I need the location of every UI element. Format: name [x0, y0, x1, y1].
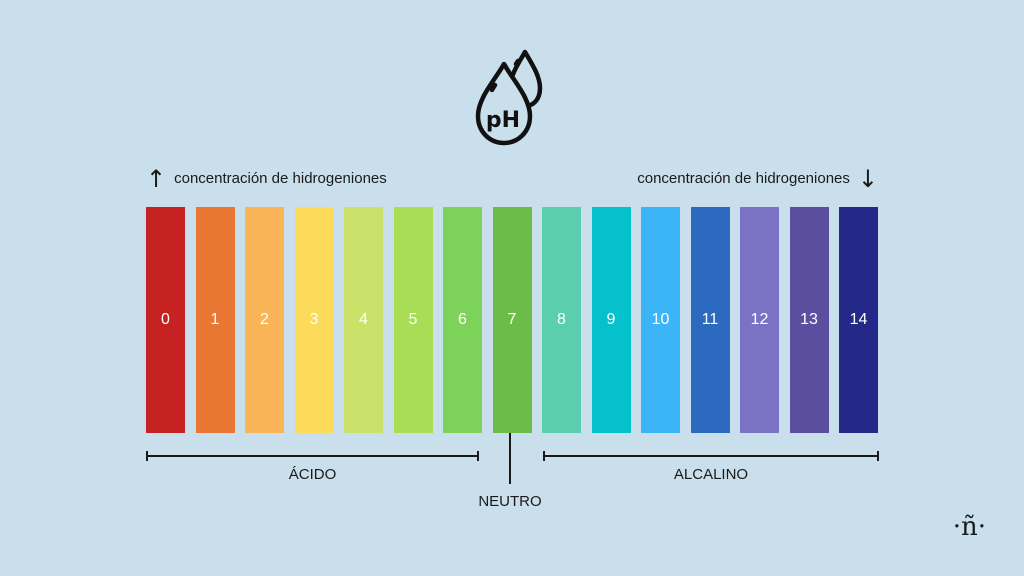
- ph-bar-9: 9: [591, 207, 631, 433]
- ph-bar-11: 11: [690, 207, 730, 433]
- ph-value-label: 1: [210, 311, 220, 328]
- ph-bar-2: 2: [245, 207, 284, 433]
- arrow-up-icon: ↑: [146, 165, 167, 193]
- ph-icon-text: pH: [486, 108, 520, 133]
- ph-value-label: 2: [260, 311, 269, 328]
- ph-bar-6: 6: [443, 207, 482, 433]
- ph-bar-3: 3: [294, 207, 334, 433]
- ph-value-label: 12: [750, 311, 769, 328]
- alkaline-concentration-label: concentración de hidrogeniones ↓: [637, 165, 878, 193]
- alkaline-label: ALCALINO: [673, 466, 749, 483]
- acid-label: ÁCIDO: [288, 466, 337, 483]
- ph-bar-5: 5: [393, 207, 433, 433]
- ph-bar-10: 10: [641, 207, 680, 433]
- neutral-label: NEUTRO: [478, 493, 542, 510]
- ph-bar-7: 7: [492, 207, 532, 433]
- ph-bar-13: 13: [789, 207, 829, 433]
- brand-logo: ·ñ·: [952, 512, 986, 542]
- ph-value-label: 8: [557, 311, 566, 328]
- ph-value-label: 9: [606, 311, 616, 328]
- arrow-down-icon: ↓: [857, 165, 878, 193]
- acid-bracket: [146, 451, 479, 461]
- ph-bar-0: 0: [146, 207, 185, 433]
- ph-value-label: 11: [701, 311, 719, 328]
- ph-bar-4: 4: [344, 207, 383, 433]
- ph-value-label: 5: [408, 311, 418, 328]
- ph-drops-icon: pH: [470, 44, 554, 150]
- ph-value-label: 0: [161, 311, 170, 328]
- ph-value-label: 3: [309, 311, 319, 328]
- ph-value-label: 4: [359, 311, 368, 328]
- ph-value-label: 7: [507, 311, 517, 328]
- ph-value-label: 14: [849, 311, 868, 328]
- right-concentration-text: concentración de hidrogeniones: [637, 170, 850, 187]
- ph-bar-14: 14: [839, 207, 878, 433]
- ph-bar-12: 12: [740, 207, 779, 433]
- ph-value-label: 13: [800, 311, 818, 328]
- ph-value-label: 10: [651, 311, 670, 328]
- ph-bar-8: 8: [542, 207, 581, 433]
- ph-bar-1: 1: [195, 207, 235, 433]
- ph-value-label: 6: [458, 311, 467, 328]
- neutral-marker-line: [509, 433, 511, 484]
- acid-concentration-label: ↑ concentración de hidrogeniones: [146, 165, 387, 193]
- left-concentration-text: concentración de hidrogeniones: [174, 170, 387, 187]
- alkaline-bracket: [543, 451, 879, 461]
